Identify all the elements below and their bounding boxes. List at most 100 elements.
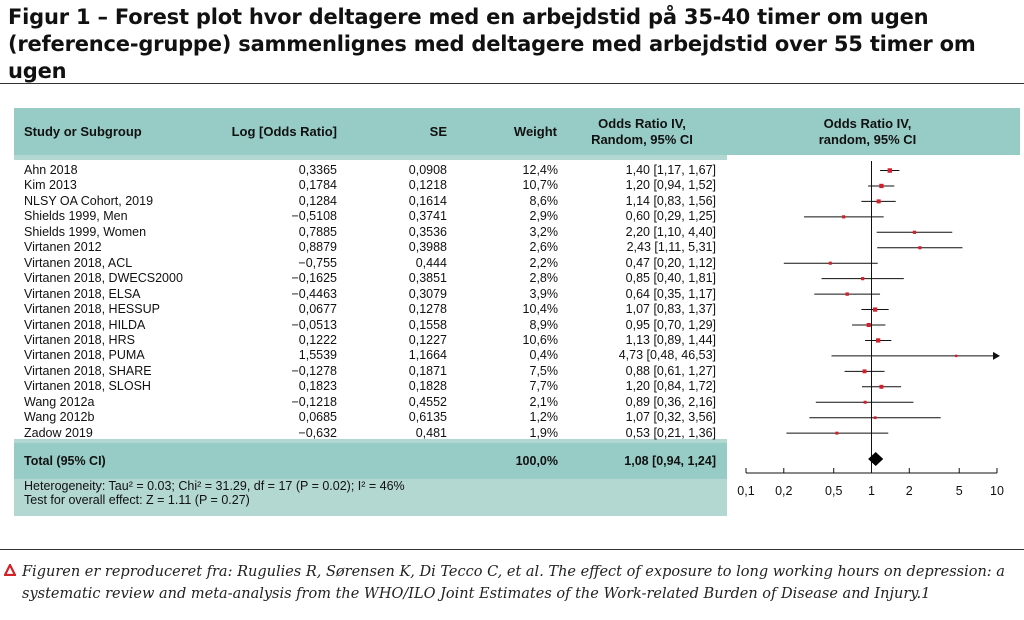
se-value: 0,444: [415, 255, 447, 270]
x-tick-label: 0,5: [825, 484, 842, 498]
study-name: Virtanen 2018, HRS: [24, 332, 135, 347]
study-name: Virtanen 2018, HESSUP: [24, 302, 160, 317]
study-marker: [918, 246, 922, 250]
total-band: [14, 443, 727, 479]
log-or-value: 0,0677: [298, 302, 337, 317]
se-value: 0,3536: [408, 224, 447, 239]
study-name: Virtanen 2018, ELSA: [24, 286, 141, 301]
weight-value: 8,6%: [529, 193, 559, 208]
total-label: Total (95% CI): [24, 454, 106, 468]
se-value: 0,3741: [408, 209, 447, 224]
study-marker: [863, 400, 867, 404]
weight-value: 10,7%: [522, 178, 558, 193]
se-value: 0,1558: [408, 317, 447, 332]
log-or-value: 1,5539: [298, 348, 337, 363]
or-ci-value: 1,14 [0,83, 1,56]: [625, 193, 716, 208]
log-or-value: 0,1823: [298, 379, 337, 394]
weight-value: 2,2%: [529, 255, 559, 270]
or-ci-value: 0,47 [0,20, 1,12]: [625, 255, 716, 270]
or-ci-value: 1,13 [0,89, 1,44]: [625, 332, 716, 347]
footnote-rule: [0, 549, 1024, 550]
log-or-value: −0,1218: [291, 394, 337, 409]
se-value: 0,3851: [408, 271, 447, 286]
study-name: Shields 1999, Women: [24, 224, 147, 239]
se-value: 0,1278: [408, 302, 447, 317]
log-or-value: −0,1278: [291, 363, 337, 378]
study-name: Virtanen 2018, SHARE: [24, 363, 152, 378]
log-or-value: 0,0685: [298, 410, 337, 425]
total-or-ci: 1,08 [0,94, 1,24]: [624, 454, 716, 468]
se-value: 0,1218: [408, 178, 447, 193]
study-name: Zadow 2019: [24, 425, 93, 440]
log-or-value: 0,8879: [298, 240, 337, 255]
x-tick-label: 5: [956, 484, 963, 498]
weight-value: 8,9%: [529, 317, 559, 332]
weight-value: 1,9%: [529, 425, 559, 440]
x-tick-label: 0,2: [775, 484, 792, 498]
title-rule: [0, 83, 1024, 84]
header-band: [14, 108, 1020, 155]
study-name: Virtanen 2018, HILDA: [24, 317, 146, 332]
study-marker: [912, 230, 917, 234]
log-or-value: −0,0513: [291, 317, 337, 332]
study-name: Shields 1999, Men: [24, 209, 128, 224]
log-or-value: −0,1625: [291, 271, 337, 286]
weight-value: 0,4%: [529, 348, 559, 363]
study-marker: [861, 277, 865, 281]
se-value: 0,6135: [408, 410, 447, 425]
log-or-value: 0,3365: [298, 163, 337, 177]
se-value: 0,3988: [408, 240, 447, 255]
col-header-plot: Odds Ratio IV, random, 95% CI: [818, 116, 917, 147]
total-weight: 100,0%: [515, 454, 558, 468]
weight-value: 3,9%: [529, 286, 559, 301]
study-name: Wang 2012a: [24, 394, 95, 409]
col-header-weight: Weight: [513, 124, 557, 139]
study-marker: [873, 416, 877, 420]
weight-value: 3,2%: [529, 224, 559, 239]
or-ci-value: 2,43 [1,11, 5,31]: [626, 240, 716, 255]
or-ci-value: 2,20 [1,10, 4,40]: [625, 224, 716, 239]
weight-value: 1,2%: [529, 410, 559, 425]
study-marker: [842, 215, 846, 219]
or-ci-value: 0,53 [0,21, 1,36]: [625, 425, 716, 440]
weight-value: 7,7%: [529, 379, 559, 394]
study-name: Kim 2013: [24, 178, 77, 193]
or-ci-value: 1,20 [0,84, 1,72]: [625, 379, 716, 394]
se-value: 0,1227: [408, 332, 447, 347]
study-marker: [873, 307, 878, 312]
study-name: Wang 2012b: [24, 410, 95, 425]
col-header-log-or: Log [Odds Ratio]: [231, 124, 337, 139]
col-header-se: SE: [429, 124, 447, 139]
study-marker: [835, 431, 839, 435]
weight-value: 2,1%: [529, 394, 559, 409]
study-marker: [876, 199, 881, 204]
study-marker: [866, 322, 871, 328]
weight-value: 10,4%: [522, 302, 558, 317]
ci-arrow: [993, 351, 1000, 360]
study-marker: [876, 338, 881, 343]
study-name: Virtanen 2018, DWECS2000: [24, 271, 183, 286]
study-name: Virtanen 2018, ACL: [24, 255, 133, 270]
overall-effect-text: Test for overall effect: Z = 1.11 (P = 0…: [24, 493, 250, 507]
triangle-icon: [4, 564, 16, 576]
se-value: 1,1664: [408, 348, 447, 363]
or-ci-value: 0,60 [0,29, 1,25]: [625, 209, 716, 224]
log-or-value: 0,7885: [298, 224, 337, 239]
se-value: 0,4552: [408, 394, 447, 409]
figure-title: Figur 1 – Forest plot hvor deltagere med…: [8, 5, 976, 83]
study-name: Virtanen 2018, SLOSH: [24, 379, 151, 394]
se-value: 0,1614: [408, 193, 447, 208]
x-tick-label: 10: [990, 484, 1004, 498]
weight-value: 2,9%: [529, 209, 559, 224]
se-value: 0,1871: [408, 363, 447, 378]
study-marker: [828, 261, 832, 265]
study-marker: [845, 292, 849, 296]
or-ci-value: 0,95 [0,70, 1,29]: [625, 317, 716, 332]
or-ci-value: 4,73 [0,48, 46,53]: [618, 348, 716, 363]
or-ci-value: 0,89 [0,36, 2,16]: [625, 394, 716, 409]
log-or-value: 0,1784: [298, 178, 337, 193]
study-marker: [862, 369, 867, 374]
or-ci-value: 1,07 [0,32, 3,56]: [625, 410, 716, 425]
heterogeneity-text: Heterogeneity: Tau² = 0.03; Chi² = 31.29…: [24, 479, 405, 493]
